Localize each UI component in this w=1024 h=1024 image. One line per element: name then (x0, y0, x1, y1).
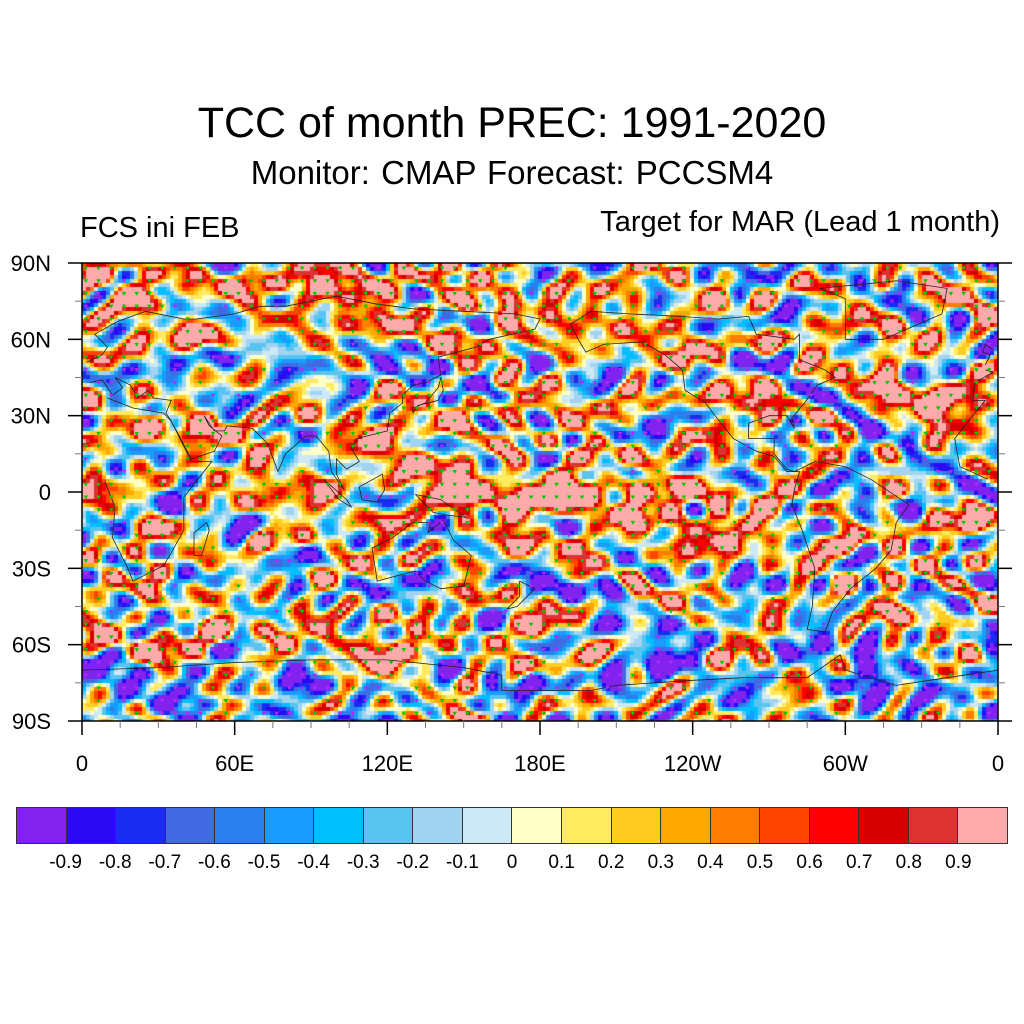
colorbar-label: -0.9 (49, 852, 82, 873)
colorbar-label: 0.9 (945, 852, 972, 873)
left-string-label: FCS ini FEB (80, 212, 240, 244)
x-tick-label: 120W (664, 751, 722, 776)
colorbar-swatch (908, 808, 959, 843)
colorbar (16, 807, 1008, 844)
colorbar-swatch (710, 808, 761, 843)
right-string-label: Target for MAR (Lead 1 month) (600, 206, 1000, 238)
colorbar-swatch (66, 808, 117, 843)
y-tick-label: 30N (11, 404, 51, 429)
x-tick-label: 180E (514, 751, 565, 776)
x-tick-labels: 0 60E 120E 180E 120W 60W 0 (76, 751, 1004, 776)
colorbar-label: -0.1 (446, 852, 479, 873)
y-tick-label: 60S (12, 633, 51, 658)
x-tick-label: 60E (215, 751, 254, 776)
colorbar-swatch (562, 808, 612, 843)
colorbar-swatch (314, 808, 364, 843)
colorbar-swatch (611, 808, 662, 843)
colorbar-label: 0 (506, 852, 518, 873)
colorbar-label: -0.5 (247, 852, 281, 873)
colorbar-swatch (512, 808, 563, 843)
colorbar-swatch (116, 808, 166, 843)
colorbar-swatch (363, 808, 414, 843)
y-tick-labels: 90N 60N 30N 0 30S 60S 90S (11, 251, 51, 734)
y-tick-label: 60N (11, 327, 51, 352)
colorbar-label: -0.6 (198, 852, 231, 873)
colorbar-swatch (958, 808, 1007, 843)
y-tick-label: 0 (39, 480, 51, 505)
colorbar-label: 0.3 (647, 852, 675, 873)
y-tick-label: 90N (11, 251, 51, 276)
colorbar-label: 0.2 (597, 852, 625, 873)
colorbar-label: 0.1 (548, 852, 575, 873)
colorbar-label: 0.5 (746, 852, 774, 873)
colorbar-swatch (661, 808, 711, 843)
colorbar-swatch (859, 808, 909, 843)
chart-subtitle: Monitor: CMAP Forecast: PCCSM4 (250, 154, 774, 191)
colorbar-labels: -0.9 -0.8 -0.7 -0.6 -0.5 -0.4 -0.3 -0.2 -0.1 0 0.1… (16, 852, 1008, 876)
colorbar-swatch (462, 808, 513, 843)
y-tick-label: 90S (12, 709, 51, 734)
map-plot-area (82, 263, 998, 721)
colorbar-label: 0.6 (796, 852, 823, 873)
chart-title: TCC of month PREC: 1991-2020 (197, 99, 827, 147)
y-tick-label: 30S (12, 556, 51, 581)
colorbar-swatch (413, 808, 463, 843)
x-tick-label: 60W (823, 751, 868, 776)
colorbar-label: 0.8 (895, 852, 923, 873)
colorbar-label: -0.7 (148, 852, 182, 873)
x-tick-label: 0 (992, 751, 1004, 776)
correlation-field (82, 263, 998, 721)
x-tick-label: 0 (76, 751, 88, 776)
colorbar-label: -0.4 (297, 852, 330, 873)
colorbar-label: -0.3 (346, 852, 380, 873)
colorbar-swatch (264, 808, 315, 843)
colorbar-swatch (809, 808, 860, 843)
colorbar-swatch (215, 808, 265, 843)
x-tick-label: 120E (362, 751, 413, 776)
colorbar-label: -0.8 (98, 852, 132, 873)
colorbar-swatch (17, 808, 67, 843)
colorbar-swatch (760, 808, 810, 843)
colorbar-label: -0.2 (396, 852, 430, 873)
colorbar-label: 0.4 (697, 852, 724, 873)
colorbar-label: 0.7 (845, 852, 873, 873)
colorbar-swatch (165, 808, 216, 843)
